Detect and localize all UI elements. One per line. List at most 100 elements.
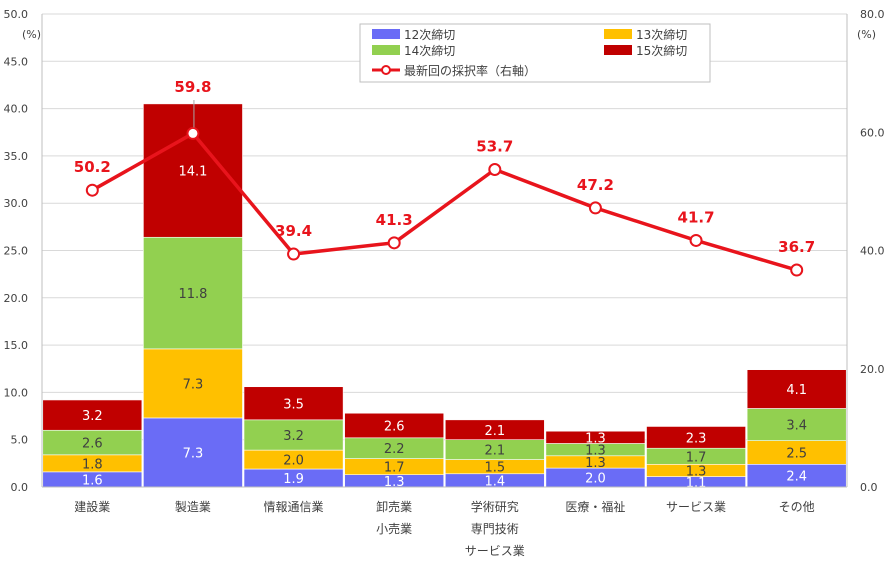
rate-point (689, 233, 703, 247)
rate-value-label: 41.3 (376, 211, 413, 229)
legend-swatch (604, 45, 632, 55)
legend-line-marker (381, 65, 391, 75)
bar-value-label: 2.2 (384, 442, 405, 457)
rate-point (387, 236, 401, 250)
y-left-unit-label: (%) (22, 28, 41, 41)
y-right-tick-label: 20.0 (860, 363, 885, 376)
bar-value-label: 1.5 (484, 461, 505, 476)
rate-value-label: 41.7 (678, 208, 715, 226)
bar-value-label: 2.4 (786, 470, 807, 485)
legend-swatch (604, 29, 632, 39)
legend-label: 12次締切 (404, 27, 455, 42)
rate-value-label: 39.4 (275, 222, 312, 240)
bar-value-label: 1.3 (686, 464, 707, 479)
y-left-tick-label: 20.0 (4, 292, 29, 305)
legend-box (359, 23, 711, 83)
bar-segment (344, 412, 445, 439)
bar-value-label: 3.5 (283, 397, 304, 412)
x-category-label: 卸売業 (376, 499, 412, 514)
bar-value-label: 2.1 (484, 424, 505, 439)
bar-value-label: 2.5 (786, 446, 807, 461)
bar-value-label: 1.6 (82, 473, 103, 488)
bar-value-label: 1.3 (585, 431, 606, 446)
legend-swatch (372, 29, 400, 39)
bars (42, 103, 847, 488)
bar-value-label: 3.2 (283, 429, 304, 444)
y-left-tick-label: 40.0 (4, 103, 29, 116)
bar-value-label: 1.9 (283, 472, 304, 487)
bar-value-label: 2.0 (585, 472, 606, 487)
bar-value-label: 2.6 (384, 420, 405, 435)
bar-value-label: 2.3 (686, 431, 707, 446)
y-left-tick-label: 15.0 (4, 339, 29, 352)
y-left-tick-label: 0.0 (11, 481, 29, 494)
y-left-tick-label: 50.0 (4, 8, 29, 21)
rate-line-path (91, 131, 798, 272)
y-left-tick-label: 25.0 (4, 245, 29, 258)
bar-value-label: 11.8 (178, 287, 207, 302)
rate-value-label: 47.2 (577, 176, 614, 194)
rate-line (85, 126, 804, 277)
y-right-tick-label: 60.0 (860, 126, 885, 139)
bar-segment (243, 419, 344, 451)
bar-segment (444, 419, 545, 441)
bar-segment (746, 408, 847, 441)
bar-value-label: 3.2 (82, 409, 103, 424)
bar-value-label: 7.3 (183, 446, 204, 461)
bar-value-label: 1.3 (585, 456, 606, 471)
bar-value-labels: 1.61.8 2.6 3.2 7.3 7.3 11.8 14.1 1.9 2.0 3.2 3.5 1.… (82, 165, 807, 491)
rate-value-label: 59.8 (174, 78, 211, 96)
x-category-label: 製造業 (175, 500, 211, 514)
bar-value-label: 1.3 (384, 475, 405, 490)
bar-value-label: 3.4 (786, 419, 807, 434)
rate-value-label: 36.7 (778, 238, 815, 256)
x-category-label: その他 (779, 500, 815, 514)
x-category-label: 情報通信業 (264, 500, 324, 514)
legend-swatch (372, 45, 400, 55)
bar-value-label: 2.0 (283, 454, 304, 469)
bar-value-label: 4.1 (786, 383, 807, 398)
rate-value-labels: 50.2 59.8 39.4 41.3 53.7 47.2 41.7 36.7 (74, 78, 815, 256)
rate-point (85, 183, 99, 197)
bar-value-label: 2.6 (82, 437, 103, 452)
x-category-label: サービス業 (465, 544, 525, 558)
bar-value-label: 1.4 (484, 474, 505, 489)
bar-segment (143, 417, 243, 488)
y-right-tick-label: 40.0 (860, 245, 885, 258)
x-category-label: 専門技術 (471, 522, 519, 536)
rate-point (488, 162, 502, 176)
x-category-label: 建設業 (74, 499, 110, 514)
y-left-tick-label: 10.0 (4, 386, 29, 399)
bar-value-label: 1.7 (686, 450, 707, 465)
bar-segment (143, 348, 243, 419)
rate-point (186, 126, 200, 140)
legend-label: 14次締切 (404, 43, 455, 58)
y-left-tick-label: 35.0 (4, 150, 29, 163)
legend-label: 15次締切 (636, 43, 687, 58)
rate-point (588, 201, 602, 215)
bar-value-label: 1.8 (82, 457, 103, 472)
rate-value-label: 50.2 (74, 158, 111, 176)
legend-label: 最新回の採択率（右軸） (404, 63, 536, 78)
bar-segment (143, 236, 243, 350)
bar-segment (646, 426, 746, 449)
legend-label: 13次締切 (636, 27, 687, 42)
x-category-label: 医療・福祉 (565, 499, 625, 514)
bar-segment (545, 430, 646, 444)
x-category-label: サービス業 (666, 500, 726, 514)
bar-segment (42, 399, 143, 431)
bar-value-label: 1.3 (585, 444, 606, 459)
bar-segment (746, 369, 847, 409)
x-category-label: 学術研究 (471, 499, 519, 514)
y-left-tick-label: 30.0 (4, 197, 29, 210)
bar-value-label: 7.3 (183, 377, 204, 392)
y-left-tick-label: 45.0 (4, 55, 29, 68)
x-category-label: 小売業 (376, 521, 412, 536)
rate-point (287, 247, 301, 261)
bar-value-label: 1.7 (384, 461, 405, 476)
y-right-tick-label: 0.0 (860, 481, 878, 494)
y-right-tick-label: 80.0 (860, 8, 885, 21)
